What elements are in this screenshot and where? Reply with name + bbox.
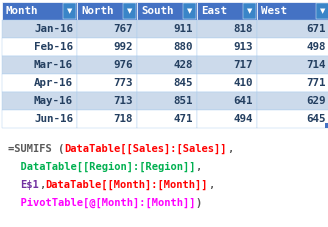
Text: ): )	[195, 198, 202, 208]
Bar	[197, 110, 257, 128]
Text: ▼: ▼	[127, 8, 132, 14]
Bar	[137, 74, 197, 92]
Bar	[77, 110, 137, 128]
Bar	[77, 2, 137, 20]
Bar	[197, 2, 257, 20]
Text: Apr-16: Apr-16	[34, 78, 73, 88]
Bar	[257, 74, 328, 92]
Bar	[257, 38, 328, 56]
Bar	[243, 3, 256, 19]
Text: Jun-16: Jun-16	[34, 114, 73, 124]
Text: =SUMIFS (: =SUMIFS (	[8, 144, 64, 154]
Bar	[137, 110, 197, 128]
Text: 713: 713	[113, 96, 133, 106]
Text: North: North	[81, 6, 113, 16]
Text: 410: 410	[234, 78, 253, 88]
Text: ▼: ▼	[320, 8, 325, 14]
Text: DataTable[[Month]:[Month]]: DataTable[[Month]:[Month]]	[46, 180, 208, 190]
Bar	[2, 38, 77, 56]
Text: 880: 880	[174, 42, 193, 52]
Bar	[2, 92, 77, 110]
Bar	[183, 3, 196, 19]
Text: ▼: ▼	[247, 8, 252, 14]
Bar	[2, 20, 77, 38]
Text: DataTable[[Sales]:[Sales]]: DataTable[[Sales]:[Sales]]	[64, 144, 227, 154]
Text: PivotTable[@[Month]:[Month]]: PivotTable[@[Month]:[Month]]	[8, 198, 195, 208]
Text: 714: 714	[306, 60, 326, 70]
Text: May-16: May-16	[34, 96, 73, 106]
Text: 976: 976	[113, 60, 133, 70]
Bar	[77, 38, 137, 56]
Bar	[77, 56, 137, 74]
Text: South: South	[141, 6, 174, 16]
Bar	[77, 74, 137, 92]
Bar	[257, 110, 328, 128]
Text: 773: 773	[113, 78, 133, 88]
Text: 629: 629	[306, 96, 326, 106]
Text: ▼: ▼	[187, 8, 192, 14]
Text: 911: 911	[174, 24, 193, 34]
Bar	[197, 74, 257, 92]
Text: 641: 641	[234, 96, 253, 106]
Bar	[197, 20, 257, 38]
Bar	[316, 3, 328, 19]
Text: 645: 645	[306, 114, 326, 124]
Bar	[2, 110, 77, 128]
Text: 494: 494	[234, 114, 253, 124]
Text: E$1: E$1	[20, 180, 39, 190]
Text: ,: ,	[208, 180, 214, 190]
Bar	[257, 2, 328, 20]
Bar	[197, 92, 257, 110]
Bar	[137, 2, 197, 20]
Text: Mar-16: Mar-16	[34, 60, 73, 70]
Text: 671: 671	[306, 24, 326, 34]
Text: ▼: ▼	[67, 8, 72, 14]
Text: ,: ,	[227, 144, 233, 154]
Text: West: West	[261, 6, 287, 16]
Text: 851: 851	[174, 96, 193, 106]
Text: 845: 845	[174, 78, 193, 88]
Bar	[137, 20, 197, 38]
Bar	[137, 92, 197, 110]
Bar	[197, 38, 257, 56]
Text: 428: 428	[174, 60, 193, 70]
Text: 771: 771	[306, 78, 326, 88]
Bar	[257, 20, 328, 38]
Bar	[137, 56, 197, 74]
Bar	[197, 56, 257, 74]
Bar	[257, 56, 328, 74]
Text: ,: ,	[39, 180, 46, 190]
Text: DataTable[[Region]:[Region]]: DataTable[[Region]:[Region]]	[8, 162, 195, 172]
Bar	[123, 3, 136, 19]
Bar	[2, 2, 77, 20]
Text: Feb-16: Feb-16	[34, 42, 73, 52]
Bar	[77, 20, 137, 38]
Bar	[325, 123, 328, 128]
Text: 718: 718	[113, 114, 133, 124]
Text: 717: 717	[234, 60, 253, 70]
Text: East: East	[201, 6, 227, 16]
Bar	[2, 56, 77, 74]
Text: 913: 913	[234, 42, 253, 52]
Text: ,: ,	[195, 162, 202, 172]
Text: 767: 767	[113, 24, 133, 34]
Bar	[63, 3, 76, 19]
Bar	[2, 74, 77, 92]
Bar	[257, 92, 328, 110]
Text: 818: 818	[234, 24, 253, 34]
Text: 992: 992	[113, 42, 133, 52]
Text: Jan-16: Jan-16	[34, 24, 73, 34]
Bar	[77, 92, 137, 110]
Text: 471: 471	[174, 114, 193, 124]
Bar	[137, 38, 197, 56]
Text: Month: Month	[6, 6, 38, 16]
Text: 498: 498	[306, 42, 326, 52]
